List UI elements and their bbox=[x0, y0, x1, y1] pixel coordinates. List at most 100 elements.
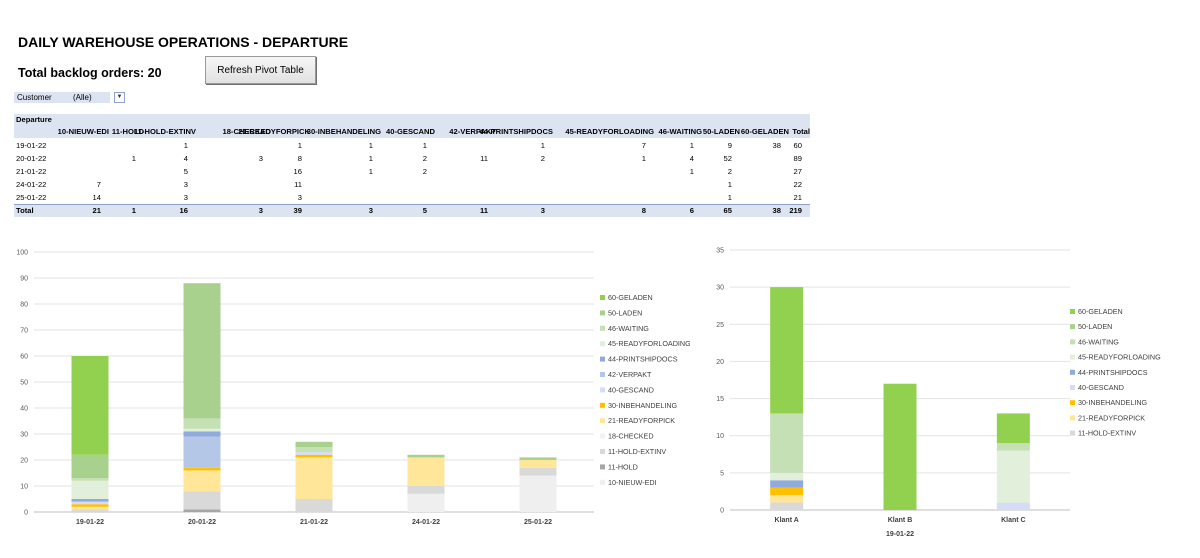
bar-segment bbox=[407, 486, 445, 494]
pivot-cell: 2 bbox=[422, 167, 427, 176]
pivot-cell: 1 bbox=[131, 154, 136, 163]
pivot-cell: 7 bbox=[96, 180, 101, 189]
legend-swatch bbox=[600, 479, 605, 485]
legend-swatch bbox=[1070, 354, 1075, 360]
pivot-cell: 11 bbox=[294, 180, 302, 189]
pivot-cell: 2 bbox=[540, 154, 545, 163]
legend-swatch bbox=[600, 356, 605, 362]
pivot-column-header: 45-READYFORLOADING bbox=[565, 127, 654, 136]
bar-segment bbox=[996, 413, 1030, 444]
pivot-cell: 52 bbox=[723, 154, 732, 163]
pivot-total-cell: 8 bbox=[641, 206, 646, 215]
pivot-cell: 8 bbox=[297, 154, 302, 163]
y-tick-label: 100 bbox=[16, 250, 28, 257]
bar-segment bbox=[883, 383, 917, 510]
pivot-cell: 3 bbox=[183, 180, 188, 189]
refresh-pivot-button[interactable]: Refresh Pivot Table bbox=[205, 56, 316, 84]
pivot-cell: 1 bbox=[641, 154, 646, 163]
pivot-cell: 38 bbox=[772, 141, 781, 150]
bar-segment bbox=[996, 443, 1030, 451]
legend-swatch bbox=[1070, 415, 1075, 421]
pivot-total-cell: 1 bbox=[131, 206, 136, 215]
pivot-column-header: 30-INBEHANDELING bbox=[306, 127, 381, 136]
bar-segment bbox=[770, 480, 804, 488]
legend-entry: 60-GELADEN bbox=[608, 293, 653, 302]
legend-swatch bbox=[600, 341, 605, 347]
x-tick-label: 25-01-22 bbox=[524, 519, 552, 526]
pivot-total-cell: 11 bbox=[479, 206, 488, 215]
y-tick-label: 20 bbox=[716, 359, 724, 366]
legend-swatch bbox=[600, 464, 605, 470]
legend-entry: 10-NIEUW-EDI bbox=[608, 478, 657, 487]
pivot-row-label: 21-01-22 bbox=[16, 167, 47, 176]
pivot-cell: 1 bbox=[689, 141, 694, 150]
pivot-cell: 3 bbox=[297, 193, 302, 202]
y-tick-label: 40 bbox=[20, 406, 28, 413]
pivot-total-cell: 219 bbox=[789, 206, 802, 215]
legend-entry: 45-READYFORLOADING bbox=[608, 339, 690, 348]
pivot-column-header: 11-HOLD-EXTINV bbox=[133, 127, 196, 136]
pivot-cell: 89 bbox=[793, 154, 802, 163]
bar-segment bbox=[295, 452, 333, 455]
bar-segment bbox=[519, 457, 557, 460]
legend-swatch bbox=[1070, 400, 1075, 406]
pivot-column-header: 50-LADEN bbox=[702, 127, 740, 136]
x-tick-label: 21-01-22 bbox=[300, 519, 328, 526]
pivot-data-row: 24-01-22 7 3 11 1 22 bbox=[14, 179, 810, 191]
pivot-total-cell: 3 bbox=[540, 206, 545, 215]
bar-segment bbox=[183, 428, 221, 432]
x-tick-label: Klant B bbox=[888, 517, 913, 524]
bar-segment bbox=[295, 499, 333, 512]
bar-segment bbox=[71, 454, 109, 479]
legend-swatch bbox=[600, 418, 605, 424]
bar-segment bbox=[519, 467, 557, 476]
pivot-cell: 1 bbox=[422, 141, 427, 150]
pivot-column-header: 18-CHECKED bbox=[222, 127, 271, 136]
pivot-total-cell: 16 bbox=[179, 206, 188, 215]
y-tick-label: 0 bbox=[720, 508, 724, 515]
x-tick-label: 24-01-22 bbox=[412, 519, 440, 526]
pivot-column-header: 21-READYFORPICK bbox=[238, 127, 310, 136]
bar-segment bbox=[295, 441, 333, 447]
page-title: DAILY WAREHOUSE OPERATIONS - DEPARTURE bbox=[18, 34, 349, 50]
pivot-total-cell: 38 bbox=[772, 206, 781, 215]
pivot-data-row: 20-01-22 1 4 3 8 1 2 11 2 1 4 52 89 bbox=[14, 153, 810, 165]
y-tick-label: 50 bbox=[20, 380, 28, 387]
pivot-column-header: 11-HOLD bbox=[111, 127, 144, 136]
pivot-total-cell: 6 bbox=[689, 206, 694, 215]
y-tick-label: 60 bbox=[20, 354, 28, 361]
pivot-row-label: 24-01-22 bbox=[16, 180, 47, 189]
pivot-row-header: Departure bbox=[16, 115, 52, 124]
x-tick-label: Klant A bbox=[775, 517, 799, 524]
pivot-total-cell: 3 bbox=[368, 206, 373, 215]
pivot-total-cell: 21 bbox=[92, 206, 101, 215]
pivot-cell: 3 bbox=[183, 193, 188, 202]
legend-entry: 44-PRINTSHIPDOCS bbox=[1078, 368, 1148, 377]
bar-segment bbox=[770, 487, 804, 496]
y-tick-label: 35 bbox=[716, 248, 724, 255]
pivot-column-header: 42-VERPAKT bbox=[449, 127, 496, 136]
bar-segment bbox=[183, 436, 221, 468]
filter-dropdown-icon[interactable]: ▼ bbox=[114, 92, 125, 103]
legend-swatch bbox=[1070, 324, 1075, 330]
pivot-cell: 22 bbox=[793, 180, 802, 189]
pivot-cell: 9 bbox=[727, 141, 732, 150]
pivot-total-cell: 5 bbox=[422, 206, 427, 215]
x-tick-label: 20-01-22 bbox=[188, 519, 216, 526]
bar-segment bbox=[183, 509, 221, 512]
bar-segment bbox=[770, 472, 804, 481]
bar-segment bbox=[183, 491, 221, 510]
bar-segment bbox=[71, 509, 109, 512]
backlog-summary: Total backlog orders: 20 bbox=[18, 66, 162, 80]
bar-segment bbox=[770, 413, 804, 473]
bar-segment bbox=[183, 431, 221, 437]
customer-filter[interactable]: Customer (Alle) ▼ bbox=[14, 92, 125, 103]
pivot-cell: 1 bbox=[297, 141, 302, 150]
legend-swatch bbox=[600, 325, 605, 331]
pivot-total-cell: 39 bbox=[293, 206, 302, 215]
bar-segment bbox=[407, 493, 445, 512]
pivot-column-header: 10-NIEUW-EDI bbox=[57, 127, 109, 136]
legend-entry: 30-INBEHANDELING bbox=[608, 401, 678, 410]
bar-segment bbox=[770, 287, 804, 414]
bar-segment bbox=[183, 418, 221, 429]
